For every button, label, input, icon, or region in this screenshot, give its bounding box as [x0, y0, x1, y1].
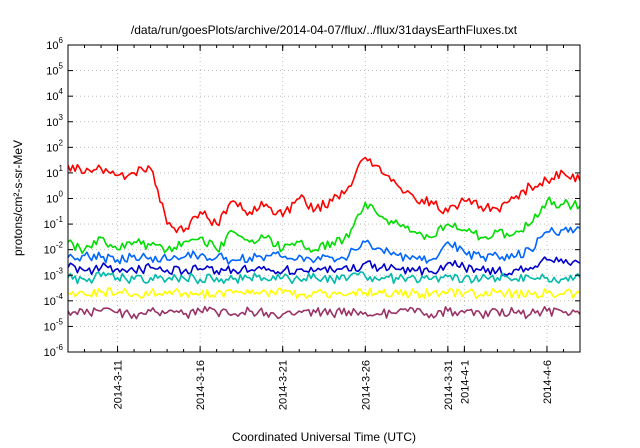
y-tick-label: 10-3: [44, 266, 64, 282]
x-axis: 2014-3-11 2014-3-16 2014-3-21 2014-3-26 2014…: [84, 45, 564, 410]
x-tick-label: 2014-3-26: [360, 360, 372, 410]
y-tick-label: 101: [46, 164, 63, 180]
grid-lines: [68, 45, 580, 352]
series-line-1: [68, 156, 580, 234]
x-tick-label: 2014-3-16: [195, 360, 207, 410]
series-line-6: [68, 287, 580, 300]
series-lines: [68, 156, 580, 320]
x-tick-label: 2014-4-1: [459, 360, 471, 404]
y-axis-label: protons/cm²-s-sr-MeV: [11, 140, 25, 256]
y-tick-label: 105: [46, 62, 63, 78]
y-tick-label: 104: [46, 87, 63, 103]
y-tick-label: 100: [46, 190, 63, 206]
series-line-4: [68, 256, 580, 277]
y-tick-label: 10-4: [44, 292, 64, 308]
y-tick-label: 10-2: [44, 241, 64, 257]
x-tick-label: 2014-3-11: [113, 360, 125, 409]
x-tick-label: 2014-3-31: [443, 360, 455, 410]
series-line-2: [68, 196, 580, 254]
y-tick-label: 10-5: [44, 317, 64, 333]
y-tick-label: 10-1: [44, 215, 64, 231]
y-tick-label: 10-6: [44, 343, 64, 359]
y-tick-label: 106: [46, 36, 63, 52]
series-line-7: [68, 305, 580, 320]
y-axis: 10-6 10-5 10-4 10-3 10-2 10-1 100 101 102 103 104 1…: [44, 36, 580, 359]
y-tick-label: 102: [46, 138, 63, 154]
series-line-5: [68, 271, 580, 285]
x-tick-label: 2014-4-6: [542, 360, 554, 404]
x-axis-label: Coordinated Universal Time (UTC): [232, 430, 416, 444]
chart-title: /data/run/goesPlots/archive/2014-04-07/f…: [131, 23, 518, 37]
y-tick-label: 103: [46, 113, 63, 129]
series-line-3: [68, 226, 580, 265]
x-tick-label: 2014-3-21: [278, 360, 290, 410]
